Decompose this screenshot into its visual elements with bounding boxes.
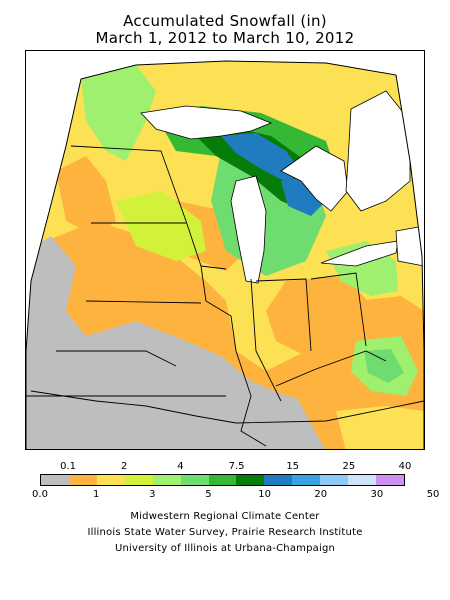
legend-swatch xyxy=(376,475,404,485)
legend-swatch xyxy=(124,475,153,485)
canada-ontario-area xyxy=(345,90,411,212)
lake-michigan xyxy=(230,175,267,284)
legend-tick-label: 0.0 xyxy=(32,489,48,500)
snow-band-1-3in xyxy=(56,156,116,236)
legend-tick-label: 5 xyxy=(205,489,212,500)
snow-band-1-3in xyxy=(266,276,376,361)
legend-tick-label: 2 xyxy=(121,461,128,472)
legend-tick-label: 25 xyxy=(342,461,356,472)
legend-tick-label: 7.5 xyxy=(228,461,245,472)
map-date-range: March 1, 2012 to March 10, 2012 xyxy=(95,29,355,47)
legend-swatch xyxy=(236,475,265,485)
snowfall-map-graphic xyxy=(26,60,424,449)
legend-swatch xyxy=(180,475,209,485)
snowfall-map xyxy=(25,50,425,450)
snow-band-5-10in xyxy=(364,349,404,383)
legend-tick-label: 1 xyxy=(92,489,100,500)
legend-tick-label: 4 xyxy=(177,461,184,472)
legend-swatch xyxy=(320,475,349,485)
legend-tick-label: 10 xyxy=(258,489,271,500)
legend-swatch xyxy=(152,475,181,485)
legend-tick-label: 40 xyxy=(398,461,412,472)
legend-swatch xyxy=(348,475,377,485)
snow-band-20-25in xyxy=(221,133,301,183)
canada-east-area xyxy=(395,225,424,267)
color-legend-bar xyxy=(40,474,405,486)
lake-superior xyxy=(140,105,273,140)
snow-band-3-5in xyxy=(81,65,156,161)
legend-swatch xyxy=(68,475,97,485)
legend-swatch xyxy=(264,475,293,485)
legend-swatch xyxy=(292,475,321,485)
map-title: Accumulated Snowfall (in) xyxy=(123,12,327,30)
legend-swatch xyxy=(208,475,237,485)
legend-tick-label: 0.1 xyxy=(60,461,77,472)
credit-line: University of Illinois at Urbana-Champai… xyxy=(114,543,336,554)
legend-tick-label: 3 xyxy=(149,489,156,500)
legend-tick-label: 50 xyxy=(426,489,440,500)
lake-huron xyxy=(280,145,349,212)
no-snow-area xyxy=(26,236,424,449)
legend-tick-label: 20 xyxy=(314,489,328,500)
legend-tick-label: 30 xyxy=(370,489,384,500)
legend-swatch xyxy=(41,475,69,485)
legend-swatch xyxy=(96,475,125,485)
snow-band-1-3in xyxy=(336,406,424,449)
credit-line: Midwestern Regional Climate Center xyxy=(130,511,320,522)
credit-line: Illinois State Water Survey, Prairie Res… xyxy=(87,527,363,538)
state-boundaries xyxy=(26,145,424,447)
map-region-outline xyxy=(26,60,424,449)
snow-band-3-5in xyxy=(116,191,206,261)
legend-tick-label: 15 xyxy=(286,461,300,472)
